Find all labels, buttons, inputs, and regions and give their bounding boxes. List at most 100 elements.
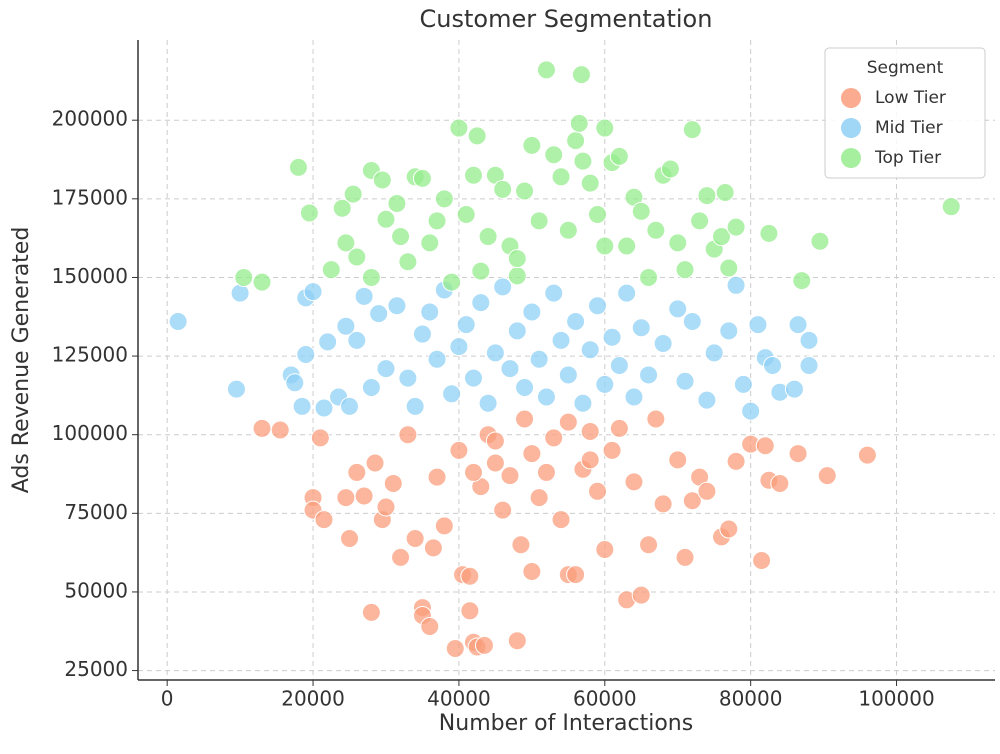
point — [299, 203, 319, 223]
point — [595, 118, 615, 138]
point — [690, 211, 710, 231]
point — [467, 126, 487, 146]
y-axis-label: Ads Revenue Generated — [9, 227, 34, 494]
point — [226, 379, 246, 399]
point — [515, 409, 535, 429]
point — [711, 227, 731, 247]
y-tick-label: 150000 — [52, 264, 128, 288]
point — [336, 316, 356, 336]
point — [660, 159, 680, 179]
point — [361, 267, 381, 287]
point — [471, 261, 491, 281]
legend-label: Top Tier — [874, 148, 941, 168]
point — [788, 444, 808, 464]
point — [653, 333, 673, 353]
point — [507, 631, 527, 651]
point — [544, 145, 564, 165]
point — [631, 585, 651, 605]
point — [544, 428, 564, 448]
point — [318, 332, 338, 352]
x-axis-label: Number of Interactions — [439, 711, 693, 736]
point — [500, 359, 520, 379]
point — [442, 384, 462, 404]
point — [719, 321, 739, 341]
point — [536, 462, 556, 482]
point — [726, 217, 746, 237]
point — [515, 378, 535, 398]
point — [493, 179, 513, 199]
point — [303, 282, 323, 302]
point — [529, 488, 549, 508]
point — [449, 118, 469, 138]
point — [580, 422, 600, 442]
point — [587, 481, 607, 501]
point — [566, 311, 586, 331]
point — [405, 396, 425, 416]
point — [387, 194, 407, 214]
point — [376, 209, 396, 229]
y-tick-label: 50000 — [64, 578, 128, 602]
point — [340, 396, 360, 416]
point — [748, 315, 768, 335]
point — [668, 233, 688, 253]
point — [314, 510, 334, 530]
point — [704, 343, 724, 363]
point — [617, 283, 637, 303]
point — [551, 167, 571, 187]
point — [602, 440, 622, 460]
y-tick-label: 175000 — [52, 185, 128, 209]
point — [310, 428, 330, 448]
point — [296, 344, 316, 364]
point — [420, 302, 440, 322]
x-tick-label: 20000 — [281, 687, 345, 711]
point — [624, 387, 644, 407]
y-tick-label: 200000 — [52, 107, 128, 131]
legend-label: Low Tier — [875, 88, 946, 108]
point — [682, 491, 702, 511]
point — [347, 330, 367, 350]
point — [857, 445, 877, 465]
point — [668, 299, 688, 319]
point — [412, 324, 432, 344]
legend-title: Segment — [867, 58, 944, 78]
point — [336, 488, 356, 508]
x-tick-label: 40000 — [427, 687, 491, 711]
point — [522, 561, 542, 581]
point — [412, 168, 432, 188]
point — [230, 283, 250, 303]
point — [522, 302, 542, 322]
point — [376, 497, 396, 517]
point — [449, 337, 469, 357]
point — [741, 401, 761, 421]
point — [427, 211, 447, 231]
legend-marker — [841, 88, 861, 108]
point — [733, 374, 753, 394]
point — [507, 249, 527, 269]
legend-marker — [841, 118, 861, 138]
point — [456, 205, 476, 225]
point — [427, 349, 447, 369]
point — [354, 286, 374, 306]
point — [639, 535, 659, 555]
point — [168, 311, 188, 331]
point — [522, 135, 542, 155]
point — [398, 252, 418, 272]
point — [442, 272, 462, 292]
point — [639, 365, 659, 385]
point — [558, 412, 578, 432]
point — [485, 431, 505, 451]
point — [314, 398, 334, 418]
point — [784, 379, 804, 399]
point — [587, 296, 607, 316]
point — [763, 356, 783, 376]
point — [507, 321, 527, 341]
point — [336, 233, 356, 253]
point — [234, 267, 254, 287]
point — [682, 311, 702, 331]
point — [639, 267, 659, 287]
point — [653, 494, 673, 514]
point — [515, 181, 535, 201]
point — [566, 565, 586, 585]
point — [387, 296, 407, 316]
